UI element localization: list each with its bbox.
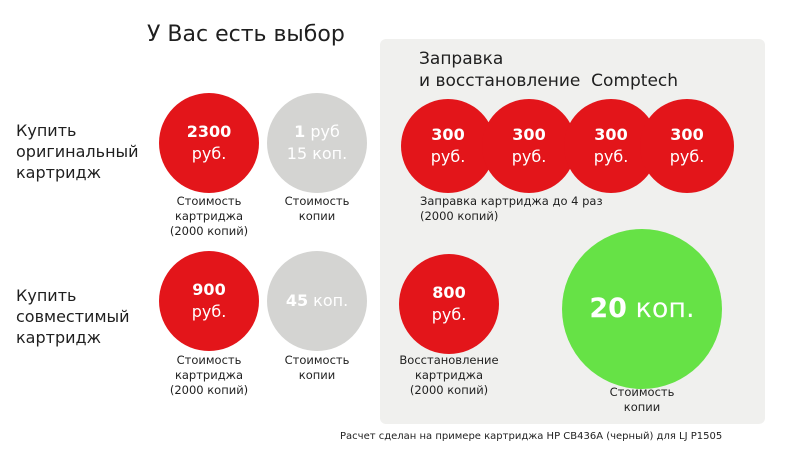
- price-unit: руб.: [593, 147, 629, 166]
- row-label-line: Купить: [16, 286, 77, 305]
- row-label-line: картридж: [16, 163, 101, 182]
- caption-line: (2000 копий): [169, 383, 249, 397]
- row-label-line: совместимый: [16, 307, 130, 326]
- caption-line: Стоимость: [284, 353, 350, 367]
- caption-line: копии: [298, 368, 336, 382]
- refill-price-circle: 300 руб.: [640, 99, 734, 193]
- caption-line: копии: [298, 209, 336, 223]
- page-title: У Вас есть выбор: [147, 22, 345, 47]
- price-amount: 800: [432, 283, 466, 302]
- caption-line: Стоимость: [609, 385, 675, 399]
- price-unit: коп.: [313, 291, 349, 310]
- price-unit: руб.: [191, 302, 227, 321]
- caption-line: картриджа: [174, 209, 244, 223]
- restore-caption: Восстановление картриджа (2000 копий): [389, 353, 509, 398]
- row-label-line: оригинальный: [16, 142, 139, 161]
- compatible-copy-caption: Стоимость копии: [267, 353, 367, 383]
- caption-line: Восстановление: [399, 353, 499, 367]
- price-unit: коп.: [635, 293, 695, 324]
- copy-price-line1: 45 коп.: [286, 290, 348, 312]
- price-amount: 1: [294, 122, 306, 141]
- caption-line: (2000 копий): [420, 209, 499, 223]
- result-price-circle: 20 коп.: [562, 229, 722, 389]
- row-label-original: Купить оригинальный картридж: [16, 120, 139, 183]
- price-amount: 20: [589, 293, 627, 324]
- price-amount: 45: [285, 291, 309, 310]
- price-unit: руб.: [191, 144, 227, 163]
- price-amount: 2300: [186, 122, 232, 141]
- caption-line: Заправка картриджа до 4 раз: [420, 194, 603, 208]
- refill-price-circle: 300 руб.: [401, 99, 495, 193]
- original-copy-price-circle: 1 руб 15 коп.: [267, 93, 367, 193]
- result-caption: Стоимость копии: [582, 385, 702, 415]
- compatible-cartridge-caption: Стоимость картриджа (2000 копий): [159, 353, 259, 398]
- refill-caption: Заправка картриджа до 4 раз (2000 копий): [420, 194, 603, 224]
- caption-line: картриджа: [414, 368, 484, 382]
- panel-title-line2: и восстановление Comptech: [419, 71, 679, 91]
- caption-line: (2000 копий): [409, 383, 489, 397]
- row-label-line: Купить: [16, 121, 77, 140]
- price-amount: 300: [670, 125, 704, 144]
- price-amount: 900: [192, 280, 226, 299]
- price-amount: 300: [431, 125, 465, 144]
- original-cartridge-price-circle: 2300 руб.: [159, 93, 259, 193]
- panel-title-line1: Заправка: [419, 49, 504, 69]
- copy-price-line2: 15 коп.: [286, 144, 348, 163]
- price-unit: руб.: [511, 147, 547, 166]
- original-copy-caption: Стоимость копии: [267, 194, 367, 224]
- caption-line: Стоимость: [176, 353, 242, 367]
- panel-title: Заправка и восстановление Comptech: [419, 48, 678, 92]
- price-unit: руб.: [431, 305, 467, 324]
- footnote: Расчет сделан на примере картриджа HP CB…: [340, 431, 723, 442]
- compatible-cartridge-price-circle: 900 руб.: [159, 251, 259, 351]
- caption-line: картриджа: [174, 368, 244, 382]
- row-label-compatible: Купить совместимый картридж: [16, 285, 130, 348]
- result-price-line: 20 коп.: [589, 293, 694, 325]
- restore-price-circle: 800 руб.: [399, 254, 499, 354]
- price-amount: 300: [512, 125, 546, 144]
- caption-line: Стоимость: [176, 194, 242, 208]
- caption-line: копии: [623, 400, 661, 414]
- price-unit: руб: [310, 122, 340, 141]
- price-unit: руб.: [669, 147, 705, 166]
- caption-line: Стоимость: [284, 194, 350, 208]
- copy-price-line1: 1 руб: [294, 121, 340, 143]
- row-label-line: картридж: [16, 328, 101, 347]
- price-amount: 300: [594, 125, 628, 144]
- price-unit: руб.: [430, 147, 466, 166]
- compatible-copy-price-circle: 45 коп.: [267, 251, 367, 351]
- caption-line: (2000 копий): [169, 224, 249, 238]
- original-cartridge-caption: Стоимость картриджа (2000 копий): [159, 194, 259, 239]
- refill-price-circle: 300 руб.: [482, 99, 576, 193]
